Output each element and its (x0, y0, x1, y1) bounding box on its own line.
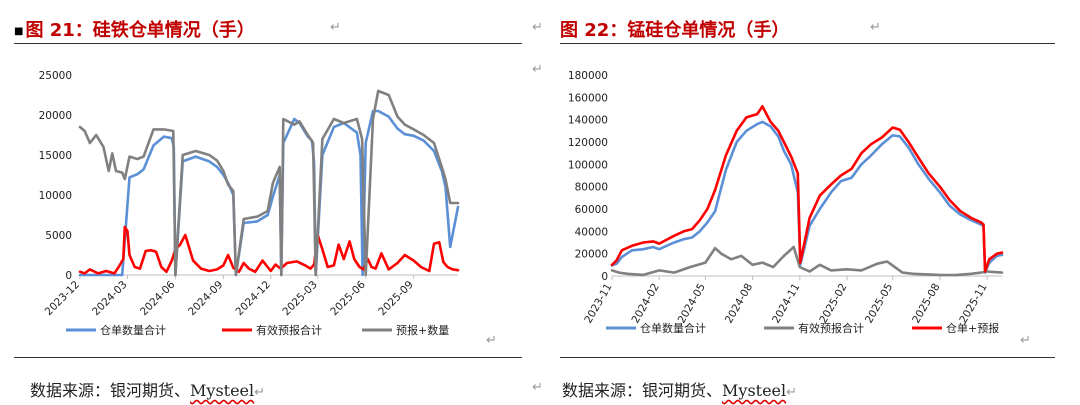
y-tick-label: 10000 (39, 190, 72, 202)
chart-22: 0 20000 40000 60000 80000 100000 120000 140000 1… (568, 70, 1004, 335)
y-tick-label: 100000 (568, 159, 608, 171)
y-tick-label: 80000 (575, 182, 608, 194)
bullet-icon: ■ (14, 25, 24, 37)
figure-21-source: 数据来源：银河期货、Mysteel↵ (30, 377, 265, 401)
title-rule (14, 43, 522, 44)
source-brand: Mysteel (190, 381, 255, 400)
legend-label: 仓单+预报 (946, 321, 999, 335)
x-tick-label: 2025-02 (817, 282, 849, 326)
x-tick-label: 2025-06 (328, 278, 368, 318)
y-tick-label: 0 (65, 270, 72, 282)
source-prefix: 数据来源：银河期货、 (562, 381, 723, 400)
figure-21: ■ 图 21：硅铁仓单情况（手） ↵ ↵ 数据来源：银河期货、Mysteel↵ 0… (0, 0, 524, 405)
series-line (78, 89, 460, 277)
x-tick-label: 2023-12 (43, 279, 83, 319)
x-tick-label: 2024-09 (186, 279, 226, 319)
y-tick-label: 40000 (575, 226, 608, 238)
figure-21-title-text: 图 21：硅铁仓单情况（手） (25, 20, 255, 41)
x-tick-label: 2025-03 (280, 279, 320, 319)
y-tick-label: 60000 (575, 204, 608, 216)
series-line (610, 120, 1004, 274)
y-tick-label: 140000 (568, 115, 608, 127)
legend-label: 仓单数量合计 (100, 323, 166, 337)
paragraph-mark-icon: ↵ (330, 20, 341, 35)
bottom-rule (560, 357, 1055, 358)
y-tick-label: 120000 (568, 137, 608, 149)
y-tick-label: 25000 (39, 70, 72, 82)
x-tick-label: 2025-09 (376, 279, 416, 319)
series-line (78, 225, 460, 275)
y-tick-label: 160000 (568, 92, 608, 104)
series-line (78, 109, 460, 277)
x-tick-label: 2024-05 (676, 282, 708, 326)
series-line (610, 245, 1004, 277)
y-tick-label: 15000 (39, 150, 72, 162)
x-tick-label: 2024-06 (138, 278, 178, 318)
paragraph-mark-icon: ↵ (870, 20, 881, 35)
x-tick-label: 2025-11 (957, 282, 989, 326)
x-tick-label: 2025-08 (910, 282, 942, 326)
figure-22-title: 图 22：锰硅仓单情况（手） (560, 16, 789, 42)
title-rule (560, 43, 1055, 44)
figure-22-source: 数据来源：银河期货、Mysteel↵ (562, 377, 797, 401)
x-tick-label: 2024-02 (629, 282, 661, 326)
legend-label: 预报+数量 (396, 323, 449, 337)
series-line (610, 105, 1004, 273)
x-tick-label: 2024-08 (723, 282, 755, 326)
x-tick-label: 2024-03 (90, 279, 130, 319)
y-tick-label: 20000 (39, 110, 72, 122)
source-prefix: 数据来源：银河期货、 (30, 381, 191, 400)
y-tick-label: 0 (601, 271, 608, 283)
bottom-rule (14, 357, 522, 358)
paragraph-mark-icon: ↵ (254, 385, 266, 400)
paragraph-mark-icon: ↵ (532, 20, 543, 35)
figure-21-title: ■ 图 21：硅铁仓单情况（手） (14, 16, 255, 42)
x-tick-label: 2024-12 (233, 279, 273, 319)
legend-label: 有效预报合计 (798, 321, 864, 335)
x-tick-label: 2023-11 (582, 282, 614, 326)
paragraph-mark-icon: ↵ (486, 333, 497, 348)
y-tick-label: 180000 (568, 70, 608, 82)
x-tick-label: 2025-05 (863, 282, 895, 326)
paragraph-mark-icon: ↵ (1020, 333, 1031, 348)
legend-label: 有效预报合计 (256, 323, 322, 337)
figure-22-title-text: 图 22：锰硅仓单情况（手） (560, 20, 790, 41)
x-tick-label: 2024-11 (770, 282, 802, 326)
source-brand: Mysteel (722, 381, 787, 400)
paragraph-mark-icon: ↵ (532, 62, 543, 77)
y-tick-label: 20000 (575, 249, 608, 261)
paragraph-mark-icon: ↵ (786, 385, 798, 400)
paragraph-mark-icon: ↵ (532, 380, 543, 395)
legend-label: 仓单数量合计 (640, 321, 706, 335)
figure-22: ↵ 图 22：锰硅仓单情况（手） ↵ ↵ ↵ ↵ 数据来源：银河期货、Myste… (532, 0, 1064, 405)
y-tick-label: 5000 (45, 230, 72, 242)
